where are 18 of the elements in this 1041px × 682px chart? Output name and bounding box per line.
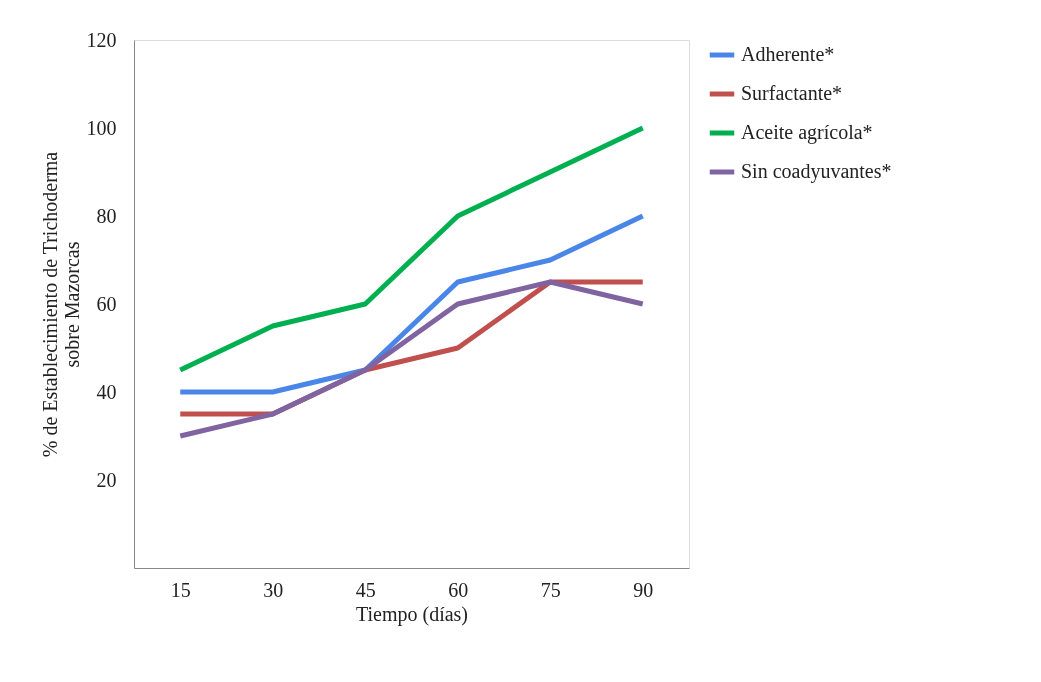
x-tick-label: 30 — [263, 578, 284, 601]
x-tick-label: 45 — [355, 578, 376, 601]
y-axis-title: % de Establecimiento de Trichoderma sobre Mazorcas — [38, 151, 83, 458]
y-tick-label: 60 — [96, 292, 117, 315]
x-axis-title: Tiempo (días) — [355, 602, 469, 626]
y-tick-label: 80 — [96, 204, 117, 227]
y-tick-label: 20 — [96, 468, 117, 491]
x-tick-label: 15 — [170, 578, 191, 601]
legend-label: Aceite agrícola* — [741, 121, 873, 144]
legend-label: Sin coadyuvantes* — [741, 160, 892, 183]
y-tick-label: 100 — [86, 116, 117, 139]
y-tick-label: 40 — [96, 380, 117, 403]
x-tick-label: 60 — [448, 578, 469, 601]
y-tick-label: 120 — [86, 28, 117, 51]
x-tick-label: 75 — [540, 578, 561, 601]
x-tick-label: 90 — [633, 578, 654, 601]
legend-label: Surfactante* — [741, 82, 843, 104]
legend-label: Adherente* — [741, 43, 835, 65]
